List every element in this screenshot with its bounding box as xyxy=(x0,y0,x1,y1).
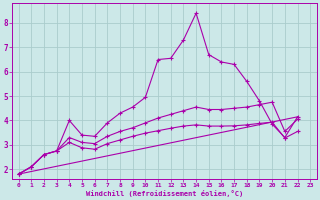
X-axis label: Windchill (Refroidissement éolien,°C): Windchill (Refroidissement éolien,°C) xyxy=(86,190,243,197)
